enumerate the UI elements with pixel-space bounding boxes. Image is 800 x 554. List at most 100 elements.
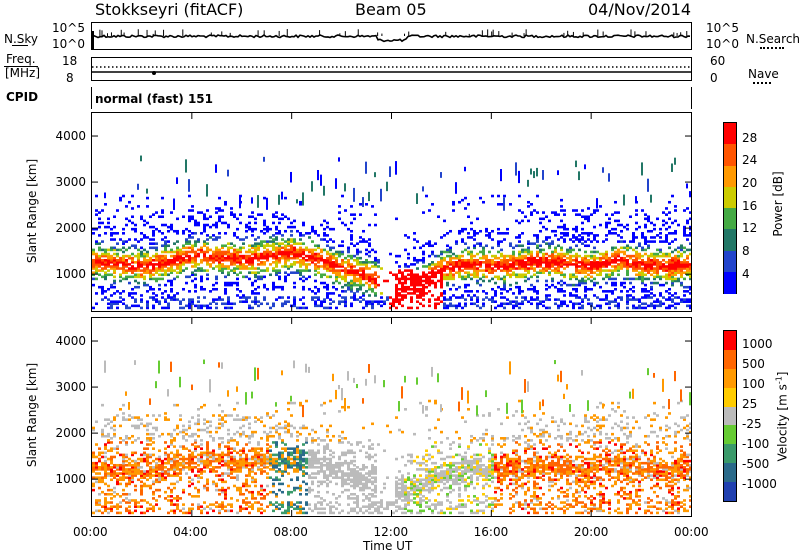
heatmap-cell [197,300,200,303]
heatmap-cell [116,232,119,235]
heatmap-cell [506,269,509,272]
heatmap-cell [131,474,134,477]
heatmap-cell [677,267,680,270]
heatmap-cell [281,459,284,463]
heatmap-cell [131,221,134,225]
heatmap-cell [200,246,203,250]
heatmap-cell [170,283,173,287]
heatmap-cell [470,265,473,268]
heatmap-cell [410,283,413,287]
heatmap-cell [560,254,563,258]
heatmap-cell [242,492,245,496]
heatmap-cell [170,267,173,270]
heatmap-cell [155,457,158,461]
heatmap-cell [677,263,680,266]
heatmap-cell [686,248,689,252]
heatmap-cell [185,267,188,270]
heatmap-cell [461,227,464,231]
heatmap-cell [578,240,581,243]
heatmap-cell [239,463,242,467]
heatmap-cell [122,455,125,459]
heatmap-cell [284,279,287,283]
heatmap-cell [278,432,281,436]
heatmap-cell [683,261,686,264]
heatmap-cell [200,285,203,289]
heatmap-cell [251,197,253,204]
heatmap-cell [185,466,188,469]
heatmap-cell [230,470,233,473]
heatmap-cell [500,296,503,299]
heatmap-cell [440,258,443,262]
heatmap-cell [518,194,521,198]
heatmap-cell [107,418,110,421]
heatmap-cell [452,200,455,204]
heatmap-cell [521,254,524,258]
heatmap-cell [176,267,179,270]
heatmap-cell [263,296,266,299]
heatmap-cell [116,209,119,212]
heatmap-cell [647,217,650,221]
heatmap-cell [113,261,116,264]
heatmap-cell [506,267,509,270]
heatmap-cell [332,285,335,289]
heatmap-cell [227,256,230,260]
heatmap-cell [440,277,443,281]
heatmap-cell [512,252,515,256]
heatmap-cell [593,265,596,268]
heatmap-cell [395,254,398,258]
heatmap-cell [215,484,218,488]
heatmap-cell [575,252,578,256]
heatmap-cell [593,246,596,250]
heatmap-cell [344,304,347,308]
heatmap-cell [539,300,542,303]
heatmap-cell [647,219,650,223]
heatmap-cell [104,250,107,254]
heatmap-cell [683,271,686,274]
heatmap-cell [137,468,140,471]
heatmap-cell [230,472,233,475]
heatmap-cell [653,275,656,279]
heatmap-cell [248,501,251,504]
heatmap-cell [284,426,287,430]
heatmap-cell [146,205,149,208]
heatmap-cell [572,263,575,266]
heatmap-cell [104,263,107,266]
heatmap-cell [143,283,146,287]
heatmap-cell [548,271,551,274]
heatmap-cell [179,248,182,252]
heatmap-cell [299,509,302,513]
heatmap-cell [260,229,263,233]
heatmap-cell [509,244,512,248]
heatmap-cell [308,490,311,494]
heatmap-cell [542,261,545,264]
heatmap-cell [296,254,299,258]
heatmap-cell [206,217,209,221]
heatmap-cell [221,463,224,467]
heatmap-cell [602,254,605,258]
heatmap-cell [557,170,559,176]
heatmap-cell [149,285,152,289]
heatmap-cell [602,265,605,268]
heatmap-cell [146,236,149,239]
heatmap-cell [353,275,356,279]
heatmap-cell [113,455,116,459]
heatmap-cell [365,267,368,270]
heatmap-cell [341,275,344,279]
heatmap-cell [614,265,617,268]
heatmap-cell [332,263,335,266]
heatmap-cell [233,281,236,285]
heatmap-cell [305,258,308,262]
heatmap-cell [263,275,266,279]
heatmap-cell [608,258,611,262]
heatmap-cell [293,468,296,471]
heatmap-cell [104,275,107,279]
heatmap-cell [236,499,239,502]
heatmap-cell [227,300,230,303]
heatmap-cell [299,273,302,277]
heatmap-cell [245,507,248,511]
heatmap-cell [536,194,539,198]
heatmap-cell [236,236,239,239]
heatmap-cell [110,273,113,277]
heatmap-cell [197,408,200,411]
heatmap-cell [443,275,446,279]
